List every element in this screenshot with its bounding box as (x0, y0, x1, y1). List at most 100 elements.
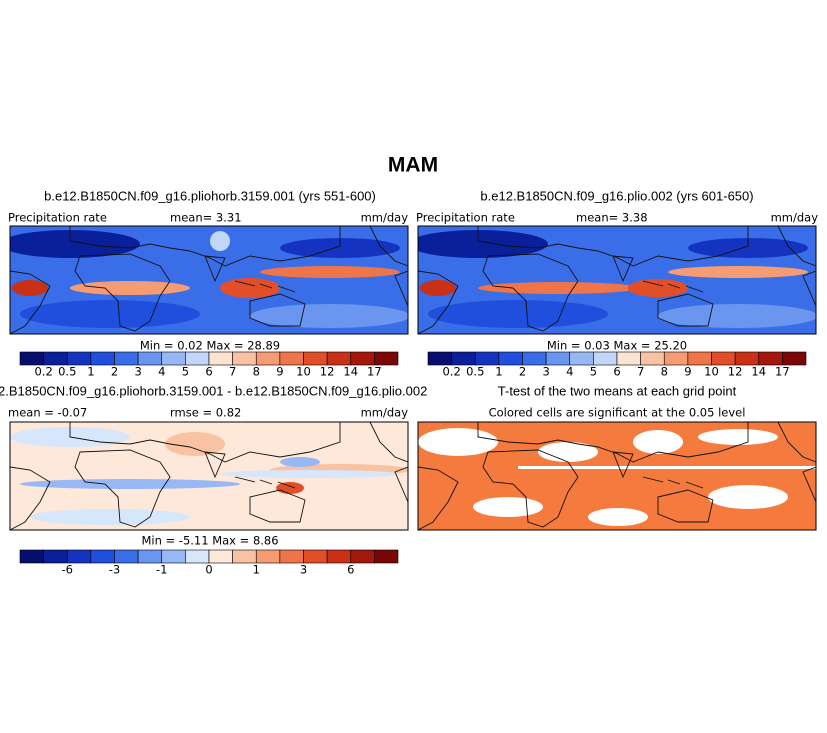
colorbar-box (90, 351, 115, 366)
colorbar-box (711, 351, 736, 366)
colorbar-box (687, 351, 712, 366)
colorbar-label: 8 (661, 365, 668, 379)
colorbar-label: 0.2 (442, 365, 460, 379)
colorbar-box (66, 549, 92, 564)
colorbar-box (758, 351, 783, 366)
colorbar-label: -1 (156, 563, 167, 577)
map-frame (9, 421, 409, 531)
colorbar-label: 14 (751, 365, 766, 379)
colorbar-box (498, 351, 523, 366)
map-frame (417, 421, 817, 531)
colorbar-label: 8 (253, 365, 260, 379)
colorbar-box (374, 351, 399, 366)
precip-map (10, 226, 408, 334)
colorbar-label: 0 (205, 563, 212, 577)
left-string: mean = -0.07 (8, 406, 87, 420)
colorbar-box (19, 549, 44, 564)
colorbar-box (350, 549, 375, 564)
left-string: Precipitation rate (8, 211, 107, 225)
colorbar-box (616, 351, 641, 366)
colorbar-label: 4 (566, 365, 573, 379)
min-max: Min = 0.03 Max = 25.20 (547, 339, 687, 353)
colorbar-label: 6 (347, 563, 354, 577)
center-string: Colored cells are significant at the 0.0… (489, 406, 746, 420)
colorbar-label: 12 (728, 365, 743, 379)
colorbar-box (374, 549, 399, 564)
colorbar-box (137, 549, 163, 564)
colorbar-label: 7 (229, 365, 236, 379)
colorbar-box (232, 351, 257, 366)
colorbar-box (545, 351, 571, 366)
colorbar-box (303, 549, 328, 564)
colorbar-label: 1 (495, 365, 502, 379)
precip-map (418, 226, 816, 334)
panel-title: b.e12.B1850CN.f09_g16.plio.002 (yrs 601-… (480, 188, 753, 203)
colorbar-label: 9 (276, 365, 283, 379)
colorbar-label: -3 (109, 563, 120, 577)
map-frame (417, 225, 817, 335)
left-string: Precipitation rate (416, 211, 515, 225)
colorbar-box (114, 351, 139, 366)
colorbar-label: 5 (590, 365, 597, 379)
right-string: mm/day (361, 211, 409, 225)
colorbar-label: 10 (296, 365, 311, 379)
colorbar-label: 1 (253, 563, 260, 577)
ttest-map (418, 422, 816, 530)
colorbar-label: 7 (637, 365, 644, 379)
colorbar-label: 0.5 (466, 365, 484, 379)
colorbar-box (185, 351, 210, 366)
colorbar-box (255, 549, 281, 564)
colorbar-box (208, 549, 233, 564)
colorbar-box (66, 351, 92, 366)
colorbar-label: 10 (704, 365, 719, 379)
colorbar-box (522, 351, 547, 366)
colorbar-box (569, 351, 594, 366)
colorbar-box (279, 549, 304, 564)
colorbar-label: 17 (775, 365, 790, 379)
center-string: rmse = 0.82 (170, 406, 241, 420)
colorbar-box (326, 549, 352, 564)
colorbar-box (185, 549, 210, 564)
colorbar-box (90, 549, 115, 564)
colorbar-label: 2 (111, 365, 118, 379)
colorbar-box (43, 549, 68, 564)
colorbar-label: 0.5 (58, 365, 76, 379)
panel-title: b.e12.B1850CN.f09_g16.pliohorb.3159.001 … (0, 383, 427, 398)
right-string: mm/day (771, 211, 819, 225)
colorbar-label: 9 (684, 365, 691, 379)
figure-title: MAM (388, 154, 438, 177)
colorbar-box (43, 351, 68, 366)
min-max: Min = -5.11 Max = 8.86 (141, 534, 278, 548)
colorbar-label: 17 (367, 365, 382, 379)
colorbar-label: 14 (343, 365, 358, 379)
right-string: mm/day (361, 406, 409, 420)
colorbar-box (303, 351, 328, 366)
colorbar-box (137, 351, 163, 366)
center-string: mean= 3.31 (170, 211, 242, 225)
colorbar-box (782, 351, 807, 366)
colorbar-box (208, 351, 233, 366)
colorbar-box (451, 351, 476, 366)
colorbar-box (161, 549, 186, 564)
colorbar-box (279, 351, 304, 366)
colorbar-label: 5 (182, 365, 189, 379)
colorbar-box (232, 549, 257, 564)
colorbar-box (427, 351, 452, 366)
colorbar-box (640, 351, 665, 366)
colorbar-box (474, 351, 500, 366)
colorbar-label: 6 (205, 365, 212, 379)
colorbar-label: 12 (320, 365, 335, 379)
colorbar-label: 3 (300, 563, 307, 577)
colorbar-label: 0.2 (34, 365, 52, 379)
colorbar-label: 2 (519, 365, 526, 379)
min-max: Min = 0.02 Max = 28.89 (140, 339, 280, 353)
colorbar-box (593, 351, 618, 366)
colorbar-box (326, 351, 352, 366)
colorbar-label: 4 (158, 365, 165, 379)
colorbar-box (19, 351, 44, 366)
colorbar-label: 6 (613, 365, 620, 379)
panel-title: T-test of the two means at each grid poi… (498, 383, 737, 398)
colorbar-label: 1 (87, 365, 94, 379)
colorbar-box (663, 351, 689, 366)
